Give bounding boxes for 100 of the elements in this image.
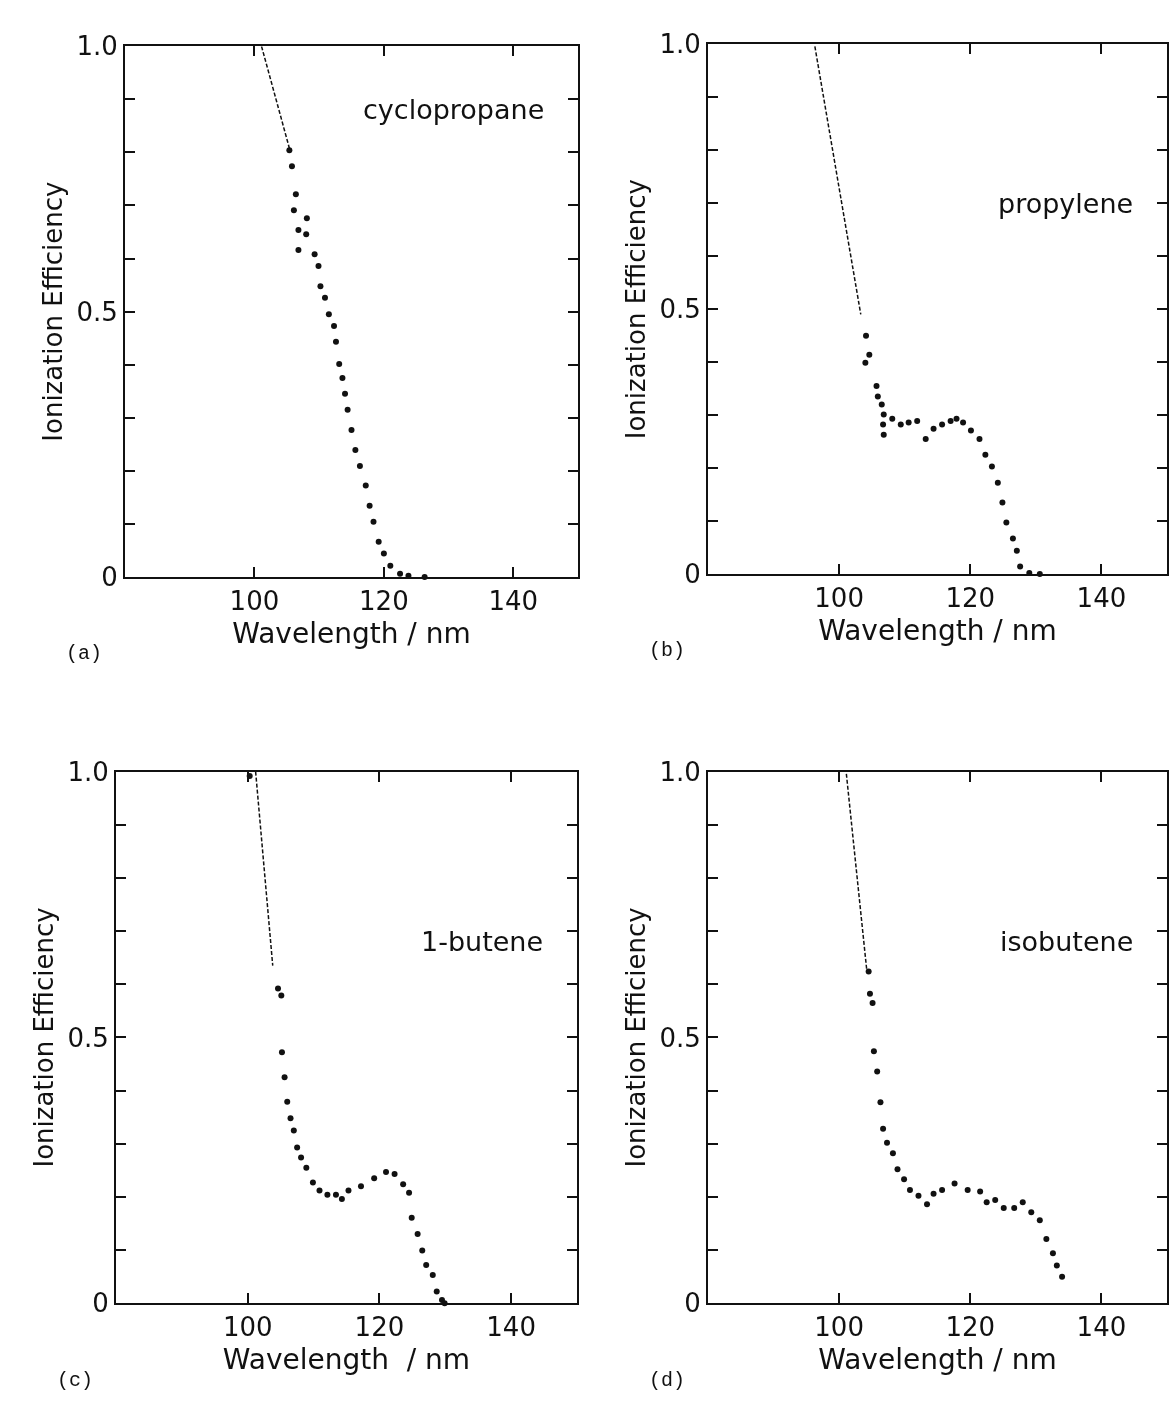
point xyxy=(1011,1205,1018,1212)
point xyxy=(397,570,404,577)
point xyxy=(1013,547,1020,554)
point xyxy=(292,191,299,198)
y-tick-label: 1.0 xyxy=(659,756,701,787)
point xyxy=(311,251,318,258)
point xyxy=(338,1196,345,1203)
text: (a) xyxy=(66,642,103,665)
y-axis-title: Ionization Efficiency xyxy=(621,179,652,440)
point xyxy=(866,351,873,358)
x-tick-label: 100 xyxy=(222,1312,273,1343)
x-tick-label: 140 xyxy=(1076,1312,1127,1343)
point xyxy=(874,393,881,400)
point xyxy=(278,1049,285,1056)
annotation: isobutene xyxy=(1000,926,1134,957)
y-tick-label: 0 xyxy=(684,1288,701,1319)
y-tick-label: 1.0 xyxy=(659,29,701,60)
point xyxy=(939,421,946,428)
point xyxy=(880,411,887,418)
point xyxy=(1000,1205,1007,1212)
point xyxy=(433,1288,440,1295)
x-tick-label: 100 xyxy=(814,583,864,614)
point xyxy=(988,463,995,470)
point xyxy=(339,374,346,381)
text: (d) xyxy=(649,1369,686,1392)
point xyxy=(884,1139,891,1146)
point xyxy=(325,311,332,318)
x-axis-title: Wavelength / nm xyxy=(818,613,1057,647)
point xyxy=(342,390,349,397)
point xyxy=(983,1199,990,1206)
point xyxy=(1059,1273,1066,1280)
x-tick-label: 140 xyxy=(486,1312,536,1343)
point xyxy=(964,1187,971,1193)
point xyxy=(352,447,359,454)
point xyxy=(914,417,921,424)
point xyxy=(316,1187,323,1194)
point xyxy=(878,401,885,408)
point xyxy=(366,502,373,509)
point xyxy=(873,382,880,389)
point xyxy=(321,294,328,301)
point xyxy=(870,1048,877,1055)
point xyxy=(874,1068,881,1075)
point xyxy=(1019,1199,1026,1206)
point xyxy=(866,990,873,997)
point xyxy=(863,332,870,339)
point xyxy=(287,1115,294,1122)
x-axis-title: Wavelength / nm xyxy=(818,1343,1057,1377)
annotation: propylene xyxy=(998,188,1134,219)
point xyxy=(371,1175,378,1182)
point xyxy=(906,1187,913,1193)
point xyxy=(977,1188,984,1195)
point xyxy=(897,421,904,428)
point xyxy=(1028,1209,1035,1216)
point xyxy=(922,435,929,442)
point xyxy=(865,968,872,975)
point xyxy=(423,1261,430,1268)
point xyxy=(357,1183,364,1190)
point xyxy=(331,322,338,329)
point xyxy=(880,1125,887,1132)
x-tick-label: 120 xyxy=(945,583,996,614)
point xyxy=(889,1150,896,1157)
y-tick-label: 0 xyxy=(684,559,701,590)
x-tick-label: 140 xyxy=(1076,583,1127,614)
point xyxy=(317,283,324,290)
point xyxy=(356,462,363,469)
y-tick-label: 0.5 xyxy=(659,294,701,325)
point xyxy=(348,426,355,433)
point xyxy=(288,163,295,170)
point xyxy=(332,338,339,345)
point xyxy=(894,1166,901,1173)
x-tick-label: 100 xyxy=(229,586,280,617)
point xyxy=(303,1164,310,1171)
point xyxy=(939,1187,946,1193)
point xyxy=(967,427,974,434)
point xyxy=(930,1190,937,1197)
x-tick-label: 120 xyxy=(354,1312,405,1343)
point xyxy=(889,415,896,422)
y-tick-label: 0.5 xyxy=(659,1022,701,1053)
point xyxy=(303,231,310,238)
point xyxy=(400,1181,407,1188)
point xyxy=(960,419,967,426)
y-axis-title: Ionization Efficiency xyxy=(29,907,60,1168)
point xyxy=(345,1187,352,1194)
point xyxy=(298,1154,305,1161)
point xyxy=(1043,1235,1050,1242)
point xyxy=(953,415,960,422)
point xyxy=(999,499,1006,506)
point xyxy=(275,985,282,992)
point xyxy=(915,1192,922,1199)
y-tick-label: 0.5 xyxy=(76,296,118,327)
point xyxy=(278,992,285,999)
y-tick-label: 1.0 xyxy=(67,756,109,787)
point xyxy=(1009,535,1016,542)
point xyxy=(1036,1217,1043,1224)
point xyxy=(992,1197,999,1204)
point xyxy=(290,1127,297,1134)
point xyxy=(295,247,302,254)
point xyxy=(905,419,912,426)
point xyxy=(294,1144,301,1151)
point xyxy=(1017,563,1024,570)
